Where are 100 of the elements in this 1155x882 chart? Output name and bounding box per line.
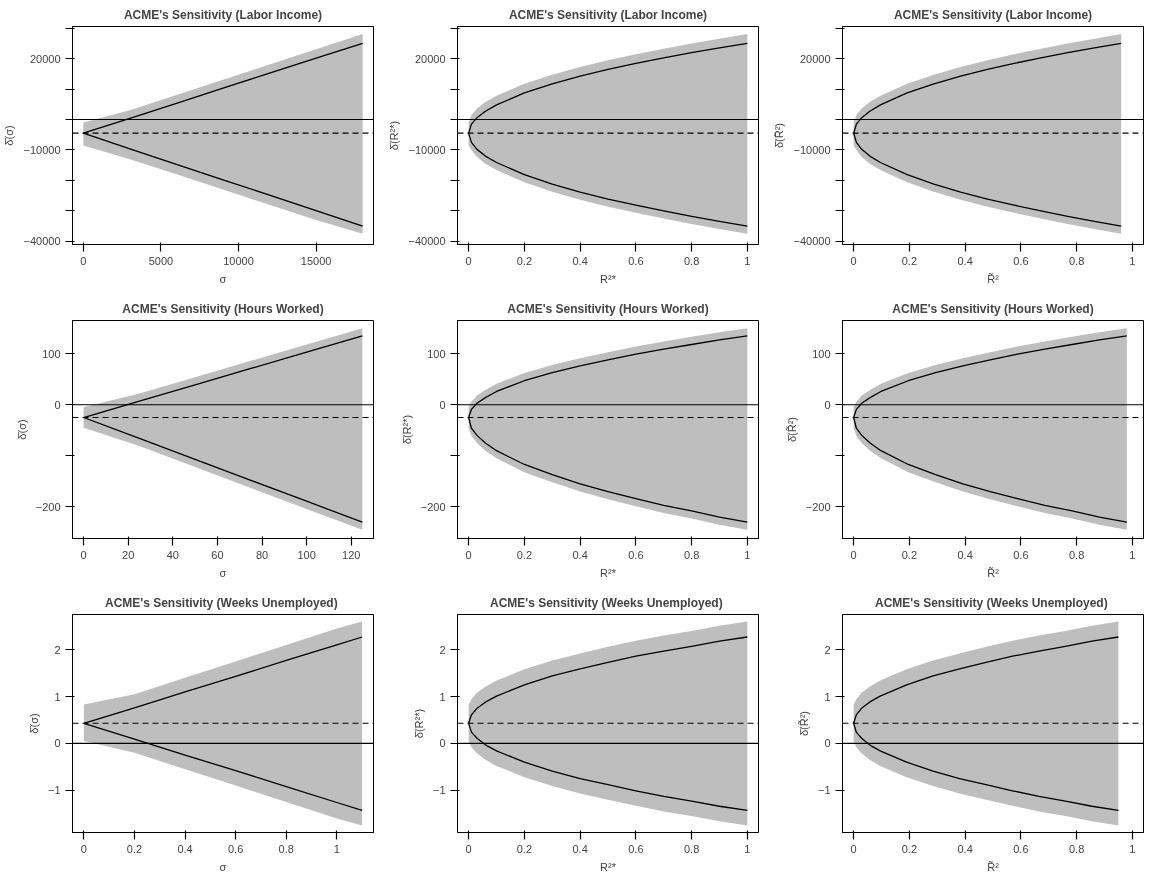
x-tick-label: 40: [166, 548, 179, 561]
x-tick-label: 0: [850, 548, 857, 561]
x-tick-label: 1: [1129, 254, 1136, 267]
y-tick-label: 2: [824, 643, 831, 656]
y-tick-label: 0: [54, 737, 61, 750]
y-tick-label: 0: [439, 398, 446, 411]
chart-title: ACME's Sensitivity (Labor Income): [123, 7, 323, 22]
y-tick-label: −40000: [23, 235, 61, 248]
x-tick-label: 0.4: [957, 548, 973, 561]
x-tick-label: 0.2: [901, 842, 918, 855]
x-tick-label: 0.2: [901, 254, 918, 267]
y-tick-label: 20000: [414, 52, 446, 65]
x-tick-label: 10000: [223, 254, 254, 267]
x-axis-title: R̃²: [987, 860, 1000, 873]
x-tick-label: 0.8: [278, 842, 294, 855]
x-axis-title: σ: [219, 860, 227, 873]
x-tick-label: 1: [744, 254, 751, 267]
x-axis-title: R²*: [600, 860, 617, 873]
x-tick-label: 0.2: [901, 548, 918, 561]
x-tick-label: 100: [297, 548, 316, 561]
chart-title: ACME's Sensitivity (Weeks Unemployed): [874, 595, 1108, 610]
chart-title: ACME's Sensitivity (Labor Income): [508, 7, 708, 22]
x-tick-label: 120: [342, 548, 361, 561]
y-tick-label: 100: [427, 347, 446, 360]
y-tick-label: −200: [420, 500, 446, 513]
y-tick-label: 0: [824, 398, 831, 411]
y-axis-title: δ̄(R̃²): [785, 416, 798, 443]
y-tick-label: 1: [824, 690, 831, 703]
x-tick-label: 1: [744, 842, 751, 855]
y-axis-title: δ̄(R²*): [400, 414, 413, 445]
x-tick-label: 0.2: [516, 842, 533, 855]
x-tick-label: 80: [255, 548, 269, 561]
x-axis-title: R̃²: [987, 566, 1000, 579]
x-tick-label: 0.2: [516, 254, 533, 267]
x-tick-label: 0.6: [1013, 842, 1029, 855]
x-tick-label: 0.6: [1013, 548, 1029, 561]
x-tick-label: 0: [80, 254, 87, 267]
y-tick-label: 1: [54, 690, 61, 703]
x-tick-label: 0.4: [572, 842, 588, 855]
x-tick-label: 0.6: [628, 548, 644, 561]
x-tick-label: 5000: [148, 254, 174, 267]
x-tick-label: 1: [1129, 548, 1136, 561]
y-tick-label: −10000: [408, 143, 446, 156]
y-tick-label: −40000: [793, 235, 831, 248]
y-tick-label: −1: [47, 784, 61, 797]
x-tick-label: 0.6: [628, 254, 644, 267]
x-tick-label: 0.8: [683, 254, 700, 267]
y-tick-label: 0: [54, 398, 61, 411]
y-tick-label: −1: [432, 784, 446, 797]
x-tick-label: 1: [1129, 842, 1136, 855]
y-tick-label: 20000: [29, 52, 61, 65]
y-axis-title: δ̄(R²*): [412, 708, 425, 739]
y-axis-title: δ̄(R²*): [388, 120, 401, 151]
x-tick-label: 0: [850, 254, 857, 267]
x-tick-label: 0.6: [1013, 254, 1029, 267]
y-tick-label: −10000: [23, 143, 61, 156]
x-tick-label: 1: [744, 548, 751, 561]
x-tick-label: 1: [333, 842, 340, 855]
x-tick-label: 0.8: [1068, 842, 1085, 855]
x-axis-title: R²*: [600, 566, 617, 579]
y-tick-label: 2: [439, 643, 446, 656]
x-tick-label: 0.4: [957, 842, 973, 855]
y-tick-label: 100: [42, 347, 61, 360]
x-tick-label: 0.8: [683, 842, 700, 855]
y-tick-label: −10000: [793, 143, 831, 156]
x-tick-label: 0.8: [1068, 548, 1085, 561]
x-tick-label: 0: [465, 842, 472, 855]
x-axis-title: R²*: [600, 272, 617, 285]
x-tick-label: 0.4: [957, 254, 973, 267]
y-axis-title: δ̄(σ): [15, 419, 28, 440]
x-tick-label: 0.4: [572, 548, 588, 561]
y-tick-label: 2: [54, 643, 61, 656]
x-tick-label: 20: [122, 548, 135, 561]
x-tick-label: 0: [465, 548, 472, 561]
y-tick-label: 0: [824, 737, 831, 750]
y-axis-title: δ̄(R̃²): [797, 710, 810, 737]
y-tick-label: 0: [439, 737, 446, 750]
y-tick-label: −200: [35, 500, 61, 513]
x-axis-title: σ: [219, 566, 227, 579]
y-tick-label: 100: [812, 347, 831, 360]
x-tick-label: 0.2: [516, 548, 533, 561]
x-tick-label: 0.6: [628, 842, 644, 855]
y-axis-title: δ̄(σ): [27, 713, 40, 734]
x-tick-label: 0.8: [683, 548, 700, 561]
x-axis-title: R̃²: [987, 272, 1000, 285]
y-tick-label: 20000: [799, 52, 831, 65]
x-axis-title: σ: [219, 272, 227, 285]
x-tick-label: 0.2: [126, 842, 143, 855]
chart-title: ACME's Sensitivity (Labor Income): [893, 7, 1093, 22]
x-tick-label: 0.4: [177, 842, 193, 855]
y-tick-label: −200: [805, 500, 831, 513]
y-tick-label: −1: [817, 784, 831, 797]
y-tick-label: −40000: [408, 235, 446, 248]
y-tick-label: 1: [439, 690, 446, 703]
x-tick-label: 0.6: [228, 842, 244, 855]
chart-title: ACME's Sensitivity (Weeks Unemployed): [489, 595, 723, 610]
x-tick-label: 60: [211, 548, 224, 561]
x-tick-label: 15000: [300, 254, 332, 267]
x-tick-label: 0: [80, 548, 87, 561]
chart-title: ACME's Sensitivity (Hours Worked): [507, 301, 709, 316]
